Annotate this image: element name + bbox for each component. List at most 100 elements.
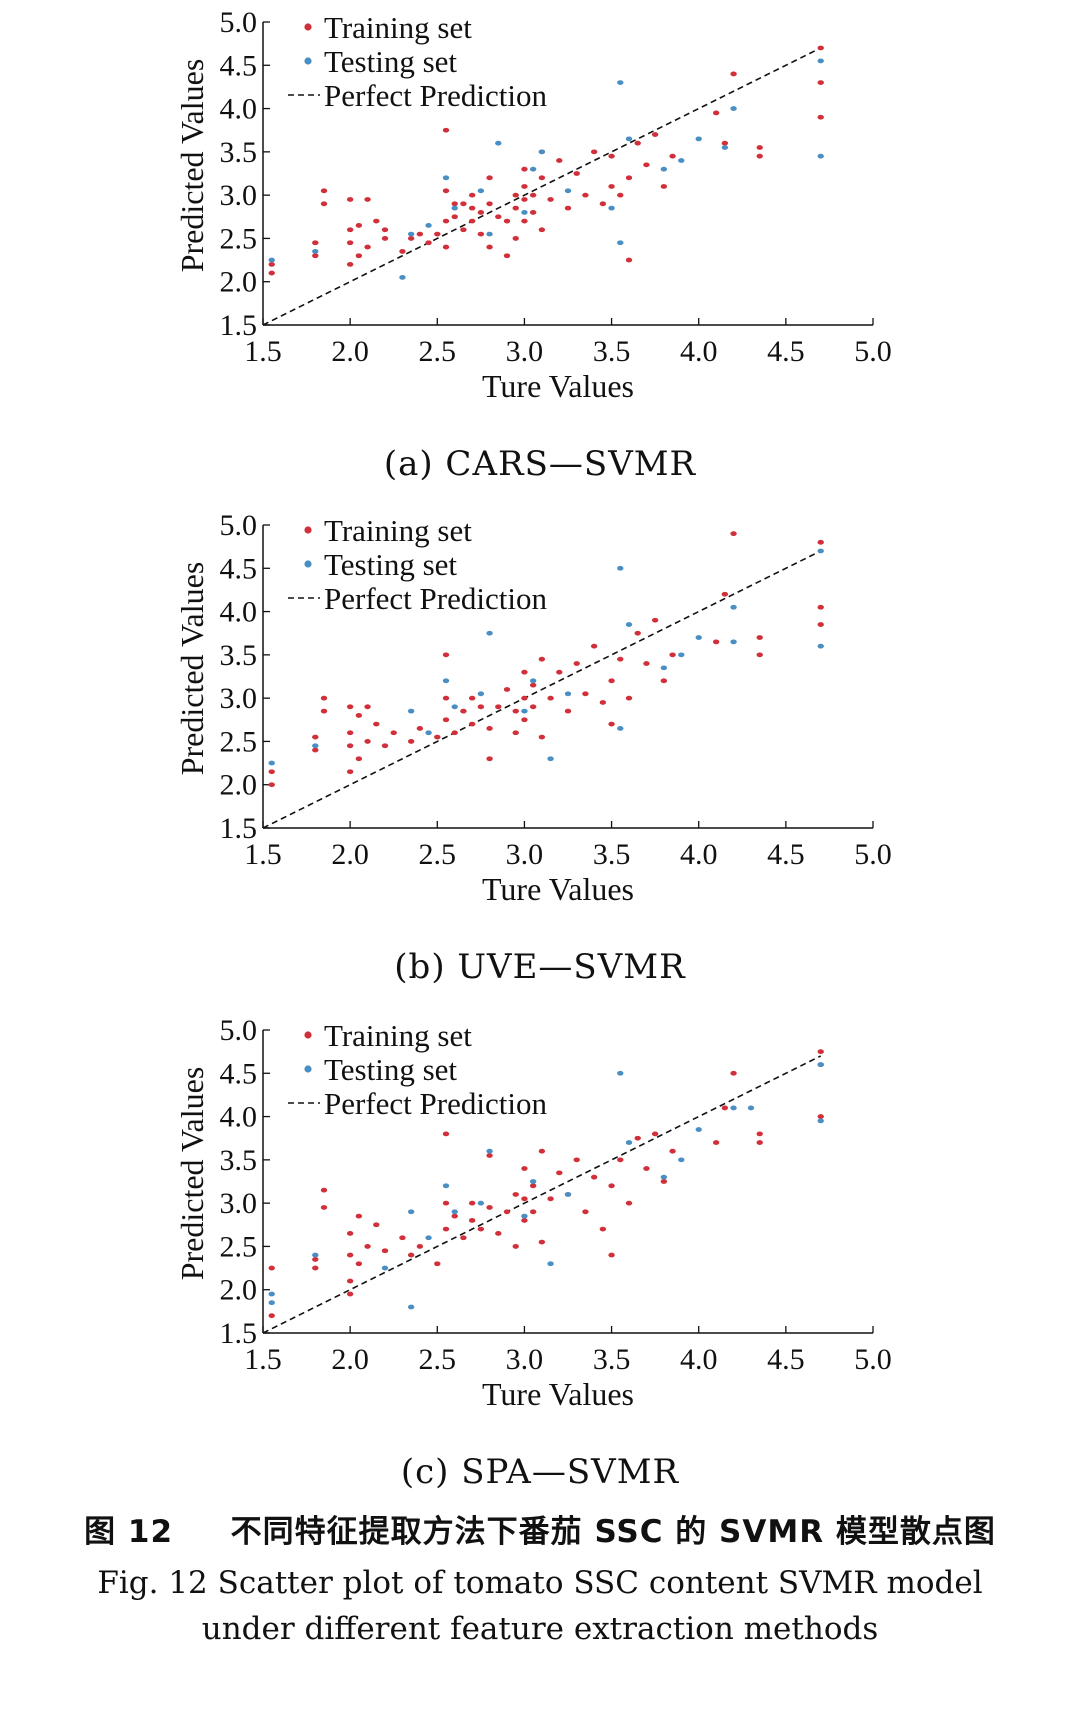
training-point: [346, 262, 354, 267]
legend-testing-label: Testing set: [324, 547, 457, 582]
y-tick-label: 5.0: [220, 6, 258, 39]
training-point: [364, 704, 371, 710]
y-tick-label: 4.5: [220, 49, 258, 82]
perfect-prediction-line: [262, 47, 822, 326]
training-point: [460, 708, 467, 714]
testing-point: [486, 1148, 493, 1154]
testing-point: [477, 188, 485, 194]
training-point: [669, 153, 676, 159]
training-point: [434, 1261, 441, 1267]
training-point: [381, 236, 389, 241]
legend-perfect-label: Perfect Prediction: [324, 78, 547, 113]
training-point: [495, 704, 502, 710]
training-point: [320, 188, 328, 194]
training-point: [608, 153, 615, 159]
training-point: [268, 769, 275, 775]
training-point: [268, 270, 275, 276]
testing-point: [442, 1183, 450, 1189]
training-point: [521, 197, 528, 202]
training-point: [355, 1213, 363, 1219]
training-point: [460, 227, 467, 233]
training-point: [730, 1070, 737, 1076]
training-point: [512, 1244, 519, 1249]
legend-testing-marker: [304, 1065, 312, 1073]
training-point: [547, 1196, 554, 1202]
testing-point: [625, 1140, 633, 1145]
legend-testing-marker: [304, 57, 312, 65]
training-point: [599, 1226, 607, 1232]
x-tick-label: 3.5: [593, 838, 631, 871]
training-point: [521, 166, 528, 172]
legend-testing-label: Testing set: [324, 44, 457, 79]
training-point: [625, 257, 633, 263]
legend-perfect-label: Perfect Prediction: [324, 581, 547, 616]
testing-point: [695, 635, 702, 640]
testing-point: [747, 1105, 755, 1111]
training-point: [346, 743, 354, 749]
testing-point: [817, 1118, 824, 1124]
training-point: [756, 153, 763, 159]
training-point: [468, 695, 476, 701]
testing-point: [678, 158, 685, 163]
x-tick-label: 3.0: [506, 838, 544, 871]
testing-point: [486, 630, 493, 636]
training-point: [573, 1157, 580, 1163]
testing-point: [721, 145, 729, 150]
x-tick-label: 5.0: [854, 1343, 892, 1376]
legend-training-marker: [304, 23, 312, 31]
training-point: [564, 205, 572, 211]
testing-point: [547, 1261, 554, 1267]
training-point: [608, 184, 615, 189]
testing-point: [425, 223, 432, 228]
training-point: [617, 192, 624, 198]
training-point: [468, 1218, 476, 1223]
training-point: [512, 236, 519, 241]
testing-point: [268, 1300, 275, 1306]
training-point: [529, 192, 537, 198]
x-tick-label: 5.0: [854, 838, 892, 871]
training-point: [590, 1174, 598, 1180]
training-point: [486, 201, 493, 207]
testing-point: [486, 231, 493, 237]
testing-point: [477, 1200, 485, 1206]
training-point: [712, 639, 720, 645]
x-tick-label: 4.5: [767, 1343, 805, 1376]
testing-point: [617, 80, 624, 85]
training-point: [817, 45, 824, 51]
testing-point: [381, 1265, 389, 1271]
training-point: [381, 227, 389, 233]
training-point: [503, 253, 511, 259]
testing-point: [660, 1174, 668, 1180]
training-point: [503, 687, 511, 692]
testing-point: [678, 652, 685, 658]
x-tick-label: 3.5: [593, 1343, 631, 1376]
training-point: [268, 262, 275, 267]
training-point: [634, 1135, 641, 1141]
testing-point: [617, 1070, 624, 1076]
perfect-prediction-line: [262, 550, 822, 829]
training-point: [407, 739, 415, 744]
training-point: [442, 218, 450, 224]
figure-caption: 图 12 不同特征提取方法下番茄 SSC 的 SVMR 模型散点图 Fig. 1…: [0, 1500, 1080, 1647]
testing-point: [617, 565, 624, 571]
training-point: [521, 1166, 528, 1171]
training-point: [407, 1252, 415, 1258]
training-point: [582, 1209, 589, 1215]
training-point: [556, 1170, 563, 1176]
training-point: [425, 240, 432, 246]
training-point: [320, 1205, 328, 1210]
legend-training-marker: [304, 1031, 312, 1039]
training-point: [503, 1209, 511, 1215]
testing-point: [817, 153, 824, 159]
figure-caption-zh: 图 12 不同特征提取方法下番茄 SSC 的 SVMR 模型散点图: [0, 1506, 1080, 1551]
legend-training-marker: [304, 526, 312, 534]
training-point: [468, 721, 476, 727]
perfect-prediction-line: [262, 1055, 822, 1334]
training-point: [521, 669, 528, 675]
training-point: [556, 669, 563, 675]
testing-point: [660, 166, 668, 172]
training-point: [364, 197, 371, 202]
y-tick-label: 2.0: [220, 1274, 258, 1307]
training-point: [477, 704, 485, 710]
